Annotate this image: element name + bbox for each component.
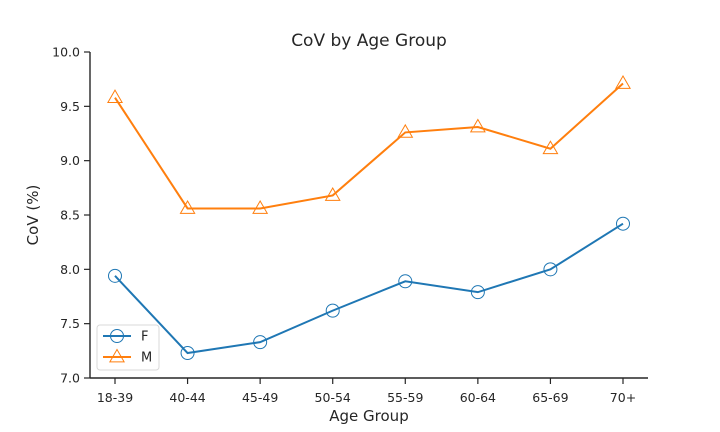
data-point-m [107, 89, 123, 104]
x-tick-label: 60-64 [460, 390, 496, 405]
data-point-m [397, 123, 414, 138]
x-tick-label: 18-39 [97, 390, 133, 405]
data-point-m [542, 140, 559, 155]
y-tick-label: 7.5 [60, 316, 80, 331]
y-tick-label: 8.5 [60, 208, 80, 223]
y-axis-label: CoV (%) [24, 185, 42, 246]
data-point-f [180, 346, 195, 361]
plot-area: 7.0 7.5 8.0 8.5 9.0 9.5 10.0 18-39 40-44 45-49 50-… [52, 45, 648, 405]
data-point-f [616, 216, 630, 231]
x-tick-label: 55-59 [387, 390, 423, 405]
legend: FM [96, 324, 160, 371]
data-point-f [253, 335, 268, 350]
x-tick-label: 40-44 [169, 390, 205, 405]
data-point-f [470, 285, 485, 300]
y-tick-label: 9.5 [60, 99, 80, 114]
data-point-f [325, 303, 340, 318]
data-point-m [615, 75, 631, 89]
x-tick-label: 65-69 [532, 390, 568, 405]
legend-label-f: F [141, 330, 148, 345]
legend-label-m: M [141, 351, 152, 366]
data-point-m [324, 186, 341, 201]
series-line-m [114, 82, 624, 210]
y-tick-label: 9.0 [60, 153, 80, 168]
data-point-m [252, 199, 269, 214]
x-tick-label: 50-54 [315, 390, 351, 405]
legend-marker-m [109, 348, 125, 363]
x-axis-label: Age Group [329, 407, 408, 425]
data-point-m [469, 118, 486, 133]
data-point-f [108, 268, 122, 283]
data-point-f [543, 262, 558, 277]
y-tick-label: 10.0 [52, 45, 80, 60]
y-tick-label: 8.0 [60, 262, 80, 277]
data-point-f [398, 274, 413, 289]
data-point-m [179, 199, 196, 214]
x-tick-label: 45-49 [242, 390, 278, 405]
legend-marker-f [110, 329, 124, 343]
x-tick-label: 70+ [610, 390, 636, 405]
chart-title: CoV by Age Group [291, 31, 447, 51]
series-line-f [114, 222, 624, 355]
y-tick-label: 7.0 [60, 371, 80, 386]
